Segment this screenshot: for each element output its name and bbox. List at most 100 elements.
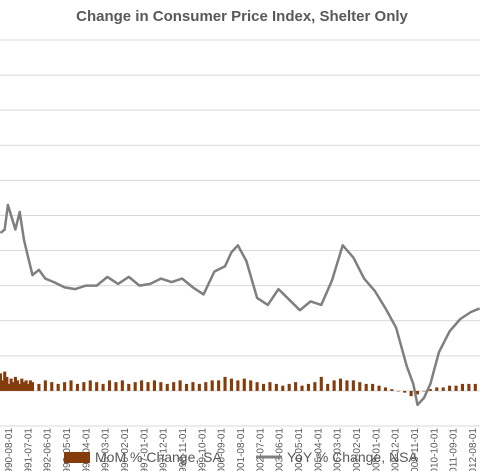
- bar-mom: [422, 390, 426, 392]
- bar-mom: [217, 380, 221, 391]
- bar-mom: [95, 382, 99, 391]
- x-tick-label: 2009-11-01: [410, 428, 421, 471]
- bar-mom: [178, 380, 182, 391]
- bar-mom: [127, 383, 131, 391]
- bar-mom: [184, 383, 189, 391]
- bar-mom: [0, 373, 2, 391]
- bar-mom: [5, 376, 9, 391]
- bar-mom: [30, 382, 35, 391]
- legend-swatch-mom: [64, 452, 90, 463]
- x-tick-label: 1994-04-01: [81, 428, 92, 471]
- bar-mom: [37, 383, 41, 391]
- bar-mom: [229, 378, 233, 391]
- bar-mom: [140, 380, 144, 391]
- legend: MoM % Change, SA YoY % Change, NSA: [64, 449, 418, 465]
- bar-mom: [460, 383, 465, 391]
- bar-mom: [313, 382, 317, 391]
- x-tick-label: 2000-09-01: [217, 428, 228, 471]
- bar-mom: [191, 382, 195, 391]
- bar-mom: [467, 383, 471, 391]
- bar-mom: [326, 383, 330, 391]
- line-yoy: [0, 203, 480, 407]
- x-tick-label: 1990-08-01: [4, 428, 15, 471]
- x-tick-label: 1997-12-01: [159, 428, 170, 471]
- bar-mom: [236, 380, 240, 391]
- bar-mom: [75, 383, 79, 391]
- bar-mom: [415, 390, 420, 395]
- bar-mom: [15, 380, 20, 391]
- bar-mom: [69, 380, 73, 391]
- bar-mom: [197, 383, 201, 391]
- bar-mom: [294, 382, 298, 391]
- x-tick-label: 2003-06-01: [275, 428, 286, 471]
- bar-mom: [210, 380, 214, 391]
- x-tick-label: 2002-07-01: [255, 428, 266, 471]
- bar-mom: [204, 382, 208, 391]
- bar-mom: [20, 378, 24, 391]
- x-tick-label: 1992-06-01: [43, 428, 54, 471]
- bar-mom: [159, 382, 163, 391]
- bar-mom: [165, 383, 169, 391]
- chart-title: Change in Consumer Price Index, Shelter …: [76, 8, 408, 25]
- bar-mom: [18, 383, 22, 391]
- yoy-line: [0, 203, 480, 407]
- bar-mom: [473, 383, 477, 391]
- x-tick-label: 2012-08-01: [468, 428, 479, 471]
- x-tick-label: 2008-12-01: [391, 428, 402, 471]
- bar-mom: [242, 378, 246, 391]
- bar-mom: [120, 380, 124, 391]
- bar-mom: [338, 378, 343, 391]
- bar-mom: [390, 389, 394, 391]
- legend-label-yoy: YoY % Change, NSA: [287, 449, 418, 465]
- bar-mom: [223, 376, 227, 391]
- bar-mom: [133, 382, 137, 391]
- bar-mom: [146, 382, 150, 391]
- mom-bars: [0, 371, 477, 397]
- bar-mom: [351, 380, 355, 391]
- bar-mom: [11, 382, 15, 391]
- bar-mom: [403, 390, 407, 393]
- bar-mom: [1, 380, 5, 391]
- bar-mom: [63, 382, 67, 391]
- bar-mom: [114, 382, 118, 391]
- legend-label-mom: MoM % Change, SA: [95, 449, 222, 465]
- bar-mom: [281, 385, 285, 391]
- bar-mom: [101, 383, 105, 391]
- bar-mom: [82, 382, 86, 391]
- bar-mom: [319, 376, 323, 391]
- bar-mom: [448, 385, 452, 391]
- bar-mom: [43, 380, 47, 391]
- bar-mom: [26, 383, 30, 391]
- x-tick-label: 2011-09-01: [449, 428, 460, 471]
- x-tick-label: 1998-11-01: [178, 428, 189, 471]
- bar-mom: [24, 380, 28, 391]
- x-tick-label: 2008-01-01: [371, 428, 382, 471]
- bar-mom: [409, 390, 413, 397]
- x-axis-ticks: 1990-08-01 1991-07-01 1992-06-01 1993-05-01…: [4, 428, 479, 471]
- x-tick-label: 2004-05-01: [294, 428, 305, 471]
- bar-mom: [377, 385, 381, 391]
- bar-mom: [454, 385, 458, 391]
- bar-mom: [306, 383, 311, 391]
- bar-mom: [22, 382, 26, 391]
- bar-mom: [332, 380, 336, 391]
- bar-mom: [268, 382, 272, 391]
- bar-mom: [28, 380, 32, 391]
- x-tick-label: 2006-03-01: [333, 428, 344, 471]
- bar-mom: [88, 380, 92, 391]
- bar-mom: [428, 389, 432, 391]
- bar-mom: [7, 383, 11, 391]
- bar-mom: [255, 382, 259, 391]
- bar-mom: [107, 380, 112, 391]
- bar-mom: [3, 371, 7, 391]
- bar-mom: [435, 387, 439, 391]
- x-tick-label: 1995-03-01: [101, 428, 112, 471]
- x-tick-label: 1991-07-01: [23, 428, 34, 471]
- x-tick-label: 1993-05-01: [62, 428, 73, 471]
- bar-mom: [9, 378, 13, 391]
- x-tick-label: 1999-10-01: [197, 428, 208, 471]
- x-tick-label: 1997-01-01: [139, 428, 150, 471]
- bar-mom: [172, 382, 176, 391]
- bar-mom: [396, 390, 400, 392]
